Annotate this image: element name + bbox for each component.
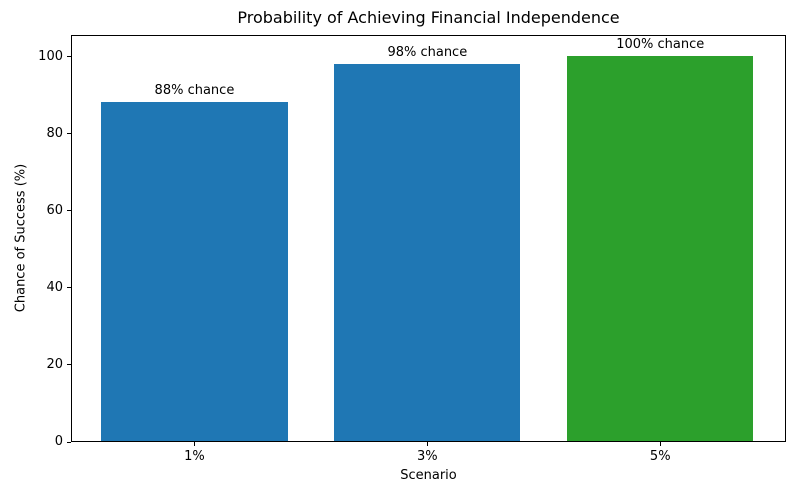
y-tick-label: 80 [46, 125, 63, 141]
y-tick-mark [67, 210, 71, 212]
x-tick-mark [193, 442, 195, 446]
bar-5pct [567, 55, 754, 441]
y-tick-mark [67, 364, 71, 366]
y-tick-mark [67, 56, 71, 58]
y-tick-label: 60 [46, 202, 63, 218]
y-tick-label: 20 [46, 356, 63, 372]
bar-value-label: 98% chance [387, 44, 468, 60]
y-tick-label: 40 [46, 279, 63, 295]
plot-area: 88% chance 98% chance 100% chance [71, 35, 786, 442]
chart-title: Probability of Achieving Financial Indep… [237, 8, 620, 27]
bar-value-label: 88% chance [154, 83, 235, 99]
x-tick-label: 5% [649, 449, 671, 464]
x-axis-label: Scenario [400, 468, 457, 483]
bar-1pct [101, 102, 288, 441]
x-tick-label: 1% [184, 449, 205, 464]
x-tick-mark [659, 442, 661, 446]
y-tick-mark [67, 441, 71, 443]
y-tick-mark [67, 133, 71, 135]
y-tick-label: 0 [54, 434, 63, 449]
bar-3pct [334, 63, 521, 441]
y-tick-label: 100 [38, 48, 63, 64]
x-tick-label: 3% [417, 449, 438, 464]
x-tick-mark [426, 442, 428, 446]
bar-value-label: 100% chance [616, 36, 705, 52]
y-tick-mark [67, 287, 71, 289]
